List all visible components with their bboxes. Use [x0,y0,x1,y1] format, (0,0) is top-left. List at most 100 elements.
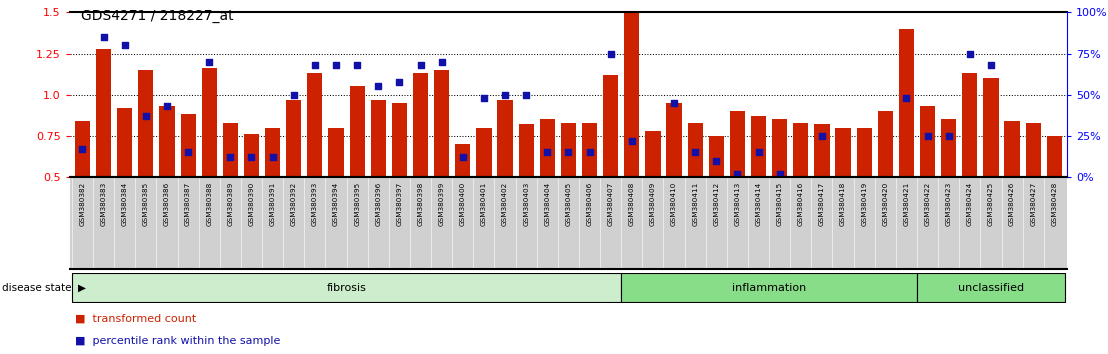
Bar [561,123,576,177]
Point [95,34,113,40]
Point [285,92,302,97]
Bar [307,73,322,177]
Text: GSM380386: GSM380386 [164,182,170,226]
Bar [814,124,830,177]
Bar [793,123,809,177]
Point [179,149,197,155]
Text: GSM380384: GSM380384 [122,182,127,226]
Point [729,171,747,177]
Point [348,62,366,68]
Bar [265,127,280,177]
Text: GSM380427: GSM380427 [1030,182,1036,226]
Text: GSM380397: GSM380397 [397,182,402,226]
Point [560,149,577,155]
Text: GSM380388: GSM380388 [206,182,213,226]
Point [602,51,619,56]
Text: GSM380400: GSM380400 [460,182,465,226]
Text: ■  transformed count: ■ transformed count [75,313,196,323]
Text: GSM380413: GSM380413 [735,182,740,226]
Text: GSM380422: GSM380422 [924,182,931,226]
Point [750,149,768,155]
Bar [751,116,766,177]
Point [1046,232,1064,238]
Point [581,149,598,155]
Bar [75,121,90,177]
Text: GSM380382: GSM380382 [80,182,85,226]
Text: GSM380407: GSM380407 [607,182,614,226]
Text: unclassified: unclassified [958,282,1024,293]
Bar [181,114,196,177]
Point [982,62,999,68]
Bar [476,127,492,177]
Point [1024,215,1042,221]
Point [222,154,239,160]
Point [771,171,789,177]
Text: GSM380420: GSM380420 [882,182,889,226]
Point [390,79,408,84]
Text: GSM380398: GSM380398 [418,182,423,226]
Point [538,149,556,155]
Point [369,84,387,89]
Text: GSM380419: GSM380419 [861,182,868,226]
Bar [645,131,660,177]
Bar [899,29,914,177]
Text: disease state  ▶: disease state ▶ [2,282,86,293]
Text: GSM380425: GSM380425 [988,182,994,226]
Point [940,133,957,139]
Point [961,51,978,56]
Text: GSM380404: GSM380404 [544,182,551,226]
Text: GDS4271 / 218227_at: GDS4271 / 218227_at [81,9,234,23]
Text: GSM380385: GSM380385 [143,182,148,226]
Text: GSM380411: GSM380411 [692,182,698,226]
Text: fibrosis: fibrosis [327,282,367,293]
Text: GSM380415: GSM380415 [777,182,782,226]
Text: GSM380393: GSM380393 [311,182,318,226]
Bar [72,273,622,302]
Bar [1026,123,1040,177]
Bar [941,119,956,177]
Point [517,92,535,97]
Text: GSM380428: GSM380428 [1051,182,1057,226]
Bar [622,273,917,302]
Bar [455,144,471,177]
Bar [835,127,851,177]
Bar [371,99,386,177]
Bar [328,127,343,177]
Point [496,92,514,97]
Bar [413,73,428,177]
Text: GSM380383: GSM380383 [101,182,106,226]
Text: GSM380387: GSM380387 [185,182,191,226]
Point [707,158,725,164]
Text: GSM380394: GSM380394 [334,182,339,226]
Text: GSM380417: GSM380417 [819,182,825,226]
Text: GSM380421: GSM380421 [903,182,910,226]
Bar [96,48,111,177]
Bar [286,99,301,177]
Text: GSM380412: GSM380412 [714,182,719,226]
Point [475,95,493,101]
Bar [1005,121,1019,177]
Point [855,224,873,229]
Point [73,146,91,152]
Point [243,154,260,160]
Bar [519,124,534,177]
Text: GSM380426: GSM380426 [1009,182,1015,226]
Point [412,62,430,68]
Text: GSM380423: GSM380423 [946,182,952,226]
Bar [117,108,132,177]
Point [686,149,704,155]
Text: GSM380416: GSM380416 [798,182,803,226]
Text: GSM380414: GSM380414 [756,182,761,226]
Bar [349,86,365,177]
Point [327,62,345,68]
Bar [244,134,259,177]
Bar [540,119,555,177]
Text: GSM380391: GSM380391 [269,182,276,226]
Point [137,113,155,119]
Text: ■  percentile rank within the sample: ■ percentile rank within the sample [75,336,280,346]
Bar [920,106,935,177]
Text: GSM380405: GSM380405 [565,182,572,226]
Bar [202,68,217,177]
Bar [624,0,639,177]
Bar [223,123,238,177]
